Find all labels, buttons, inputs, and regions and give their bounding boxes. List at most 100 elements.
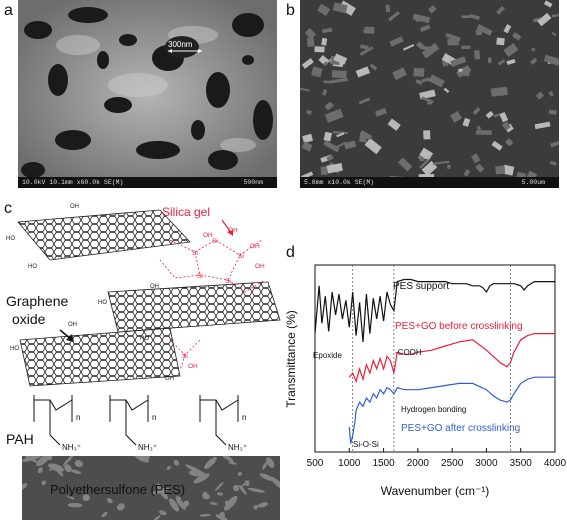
sem-flake	[446, 164, 451, 170]
sem-flake	[369, 63, 378, 71]
svg-text:NH₃⁺: NH₃⁺	[228, 443, 247, 452]
sem-flake	[506, 58, 516, 65]
svg-text:OH: OH	[70, 204, 79, 210]
sem-flake	[421, 77, 431, 83]
sem-flake	[413, 67, 425, 77]
sem-texture-b	[300, 0, 559, 188]
sem-flake	[447, 38, 459, 46]
sem-flake	[471, 153, 481, 164]
sem-flake	[475, 130, 492, 136]
sem-flake	[385, 4, 390, 13]
svg-text:HO: HO	[6, 236, 15, 242]
x-tick-label: 3000	[475, 458, 498, 469]
pes-flake	[175, 496, 182, 501]
svg-text:HO: HO	[98, 300, 107, 306]
svg-text:n: n	[76, 413, 80, 422]
sem-flake	[333, 53, 348, 65]
sem-flake	[321, 37, 328, 46]
sem-flake	[463, 169, 471, 177]
sem-flake	[531, 47, 536, 52]
svg-text:HO: HO	[140, 336, 149, 342]
pes-flake	[262, 461, 268, 470]
sem-flake	[491, 140, 503, 151]
sem-flake	[472, 107, 481, 115]
pes-flake	[169, 498, 180, 512]
sem-flake	[331, 70, 347, 79]
pah-label: PAH	[6, 431, 34, 447]
pes-flake	[166, 465, 171, 470]
graphene-label-2: oxide	[12, 311, 46, 327]
y-axis-label: Transmittance (%)	[284, 310, 298, 408]
sem-flake	[496, 5, 505, 15]
panel-label-a: a	[4, 2, 13, 19]
sem-flake	[359, 130, 373, 141]
pes-flake	[199, 513, 212, 517]
sem-flake	[306, 109, 312, 115]
sem-flake	[360, 44, 369, 50]
sem-flake	[432, 160, 450, 165]
sem-flake	[322, 89, 328, 96]
sem-flake	[332, 2, 348, 14]
sem-flake	[388, 10, 400, 22]
pes-flake	[241, 480, 250, 487]
chart-annotation: Epoxide	[313, 351, 342, 360]
pes-flake	[270, 476, 280, 491]
sem-flake	[469, 13, 480, 20]
sem-flake	[445, 32, 461, 42]
chart-annotation: PES+GO before crosslinking	[395, 321, 523, 332]
sem-scale-bar-b: 5.00um	[521, 179, 545, 186]
sem-flake	[551, 13, 559, 18]
pes-flake	[224, 495, 238, 511]
pes-flake	[22, 483, 28, 491]
functional-groups: OH HO HO HO OH HO OH HO OH	[6, 204, 174, 382]
plot-frame	[314, 264, 556, 453]
sem-flake	[387, 118, 401, 131]
pes-flake	[106, 497, 113, 504]
pes-flake	[176, 498, 187, 510]
svg-text:OH: OH	[250, 243, 260, 250]
pes-flake	[158, 510, 167, 516]
sem-flake	[534, 121, 551, 130]
sem-flake	[311, 66, 323, 78]
sem-flake	[364, 137, 382, 155]
series-line-1	[348, 333, 555, 384]
sem-flake	[344, 140, 357, 150]
pes-flake	[133, 456, 149, 463]
svg-text:Si: Si	[225, 278, 231, 285]
x-tick-label: 3500	[510, 458, 533, 469]
ftir-chart: 500 1000 1500 2000 2500 3000 3500 4000 Wavenumb…	[284, 264, 567, 498]
pes-flake	[216, 492, 224, 496]
pes-flake	[36, 456, 51, 467]
svg-text:OH: OH	[203, 232, 213, 239]
sem-flake	[358, 97, 371, 105]
sem-flake	[412, 13, 431, 24]
sem-flake	[397, 157, 413, 172]
svg-text:OH: OH	[165, 376, 174, 382]
sem-flake	[474, 50, 481, 60]
pes-flake	[173, 459, 179, 466]
pes-flake	[64, 464, 72, 473]
pes-flake	[101, 511, 108, 518]
sem-texture-a	[18, 0, 277, 188]
sem-flake	[323, 61, 329, 67]
sem-flake	[421, 42, 440, 59]
pes-flake	[82, 494, 91, 502]
pes-flake	[238, 484, 247, 495]
pes-flake	[219, 456, 234, 463]
pes-flake	[188, 470, 206, 477]
chart-annotation: Si-O-Si	[353, 440, 379, 449]
graphene-label-1: Graphene	[6, 293, 68, 309]
pah-labels: n n n NH₃⁺ NH₃⁺ NH₃⁺	[62, 413, 247, 452]
pes-flake	[253, 504, 259, 510]
sem-flake	[497, 59, 506, 66]
pes-flake	[209, 502, 218, 506]
series-line-0	[314, 278, 555, 342]
pes-flake	[237, 471, 242, 476]
silica-network	[159, 239, 266, 371]
sem-flake	[336, 132, 345, 138]
pes-flake	[22, 456, 42, 462]
sem-flake	[551, 31, 557, 36]
sem-flake	[322, 27, 333, 34]
sem-flake	[301, 141, 313, 152]
x-axis-label: Wavenumber (cm⁻¹)	[381, 484, 490, 498]
